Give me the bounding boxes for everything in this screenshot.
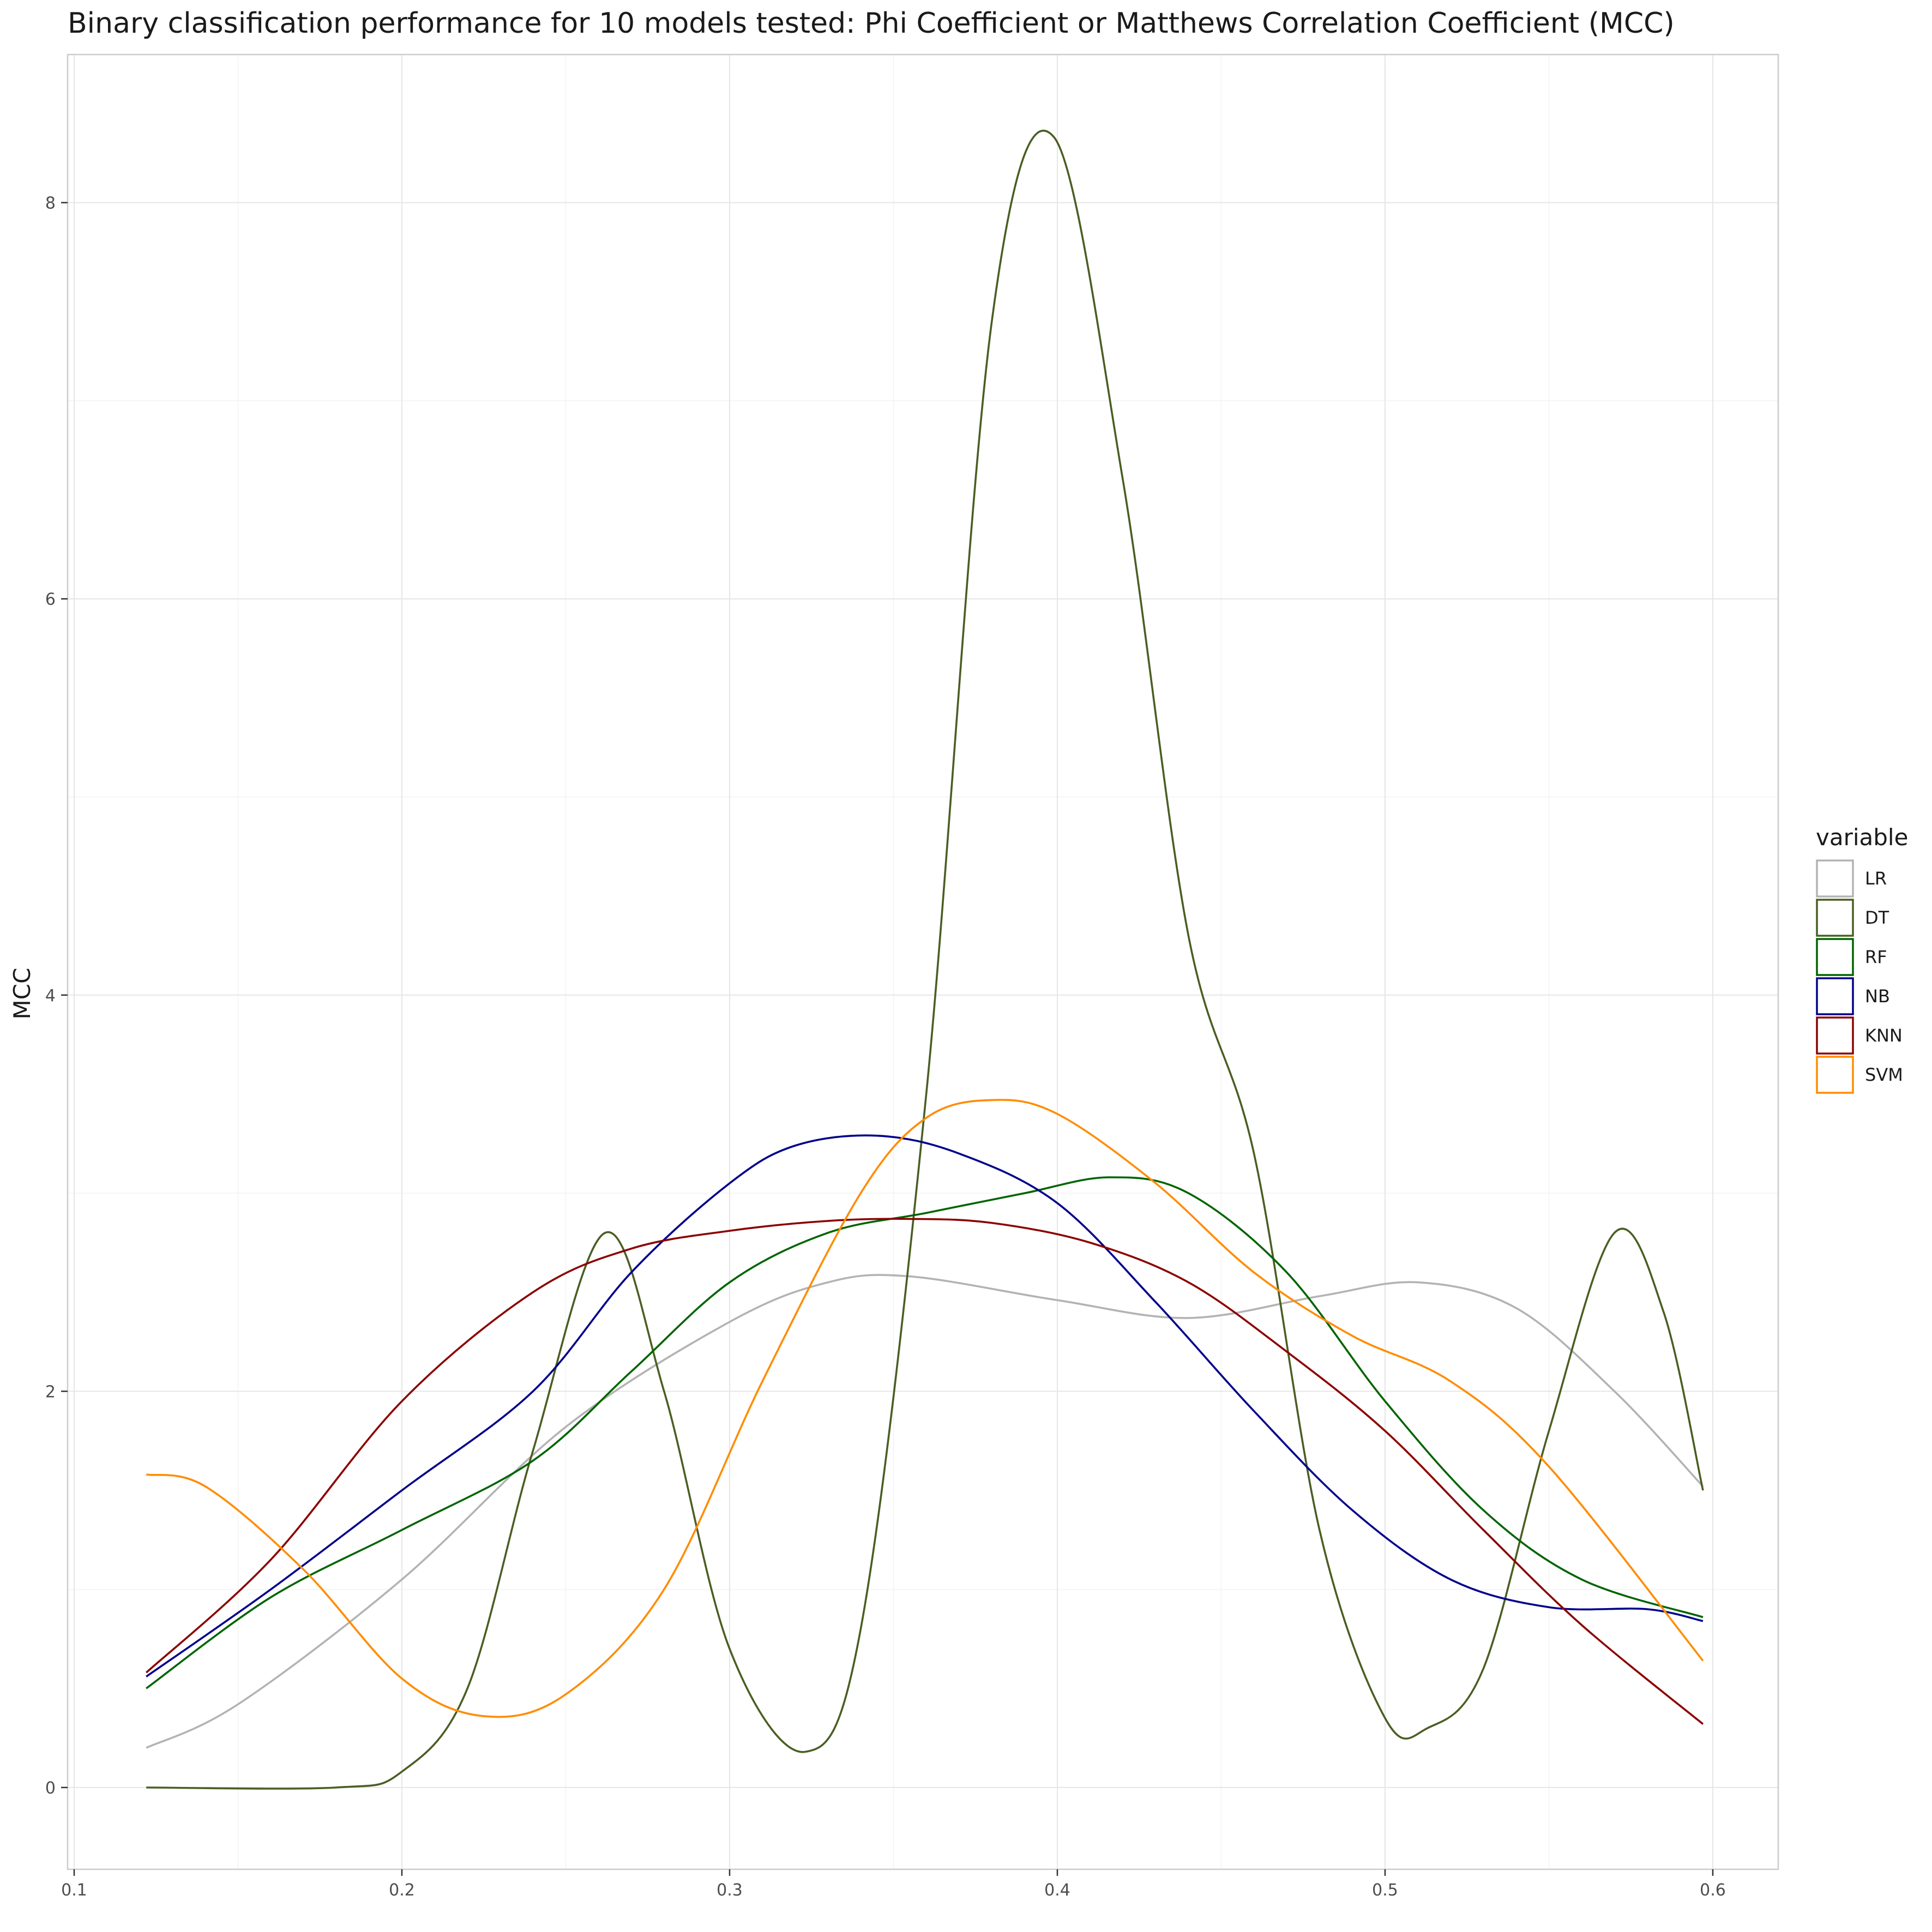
y-tick-label: 4 [45,986,56,1006]
series-line-nb [146,1134,1704,1678]
legend-title: variable [1816,824,1908,851]
x-tick-label: 0.5 [1372,1881,1398,1900]
legend-key-rf [1816,938,1854,976]
series-lines [145,129,1704,1790]
legend-label-svm: SVM [1865,1064,1903,1085]
legend-label-knn: KNN [1865,1025,1903,1046]
legend-key-dt [1816,899,1854,937]
y-axis-title: MCC [9,968,35,1020]
y-tick-label: 2 [45,1382,56,1401]
x-tick-label: 0.1 [61,1881,87,1900]
y-tick-label: 8 [45,194,56,213]
legend-key-knn [1816,1016,1854,1055]
x-tick-label: 0.6 [1700,1881,1726,1900]
legend-key-lr [1816,859,1854,898]
series-line-rf [146,1176,1704,1689]
legend: variable LR DT RF NB KNN SVM [1816,824,1908,1094]
x-tick-label: 0.4 [1044,1881,1070,1900]
y-tick-label: 0 [45,1779,56,1798]
axis-ticks: 0.1 0.2 0.3 0.4 0.5 0.6 0 2 4 6 8 [45,194,1726,1900]
legend-label-lr: LR [1865,868,1887,889]
legend-label-rf: RF [1865,947,1887,967]
series-line-dt [146,129,1704,1790]
legend-items: LR DT RF NB KNN SVM [1816,859,1903,1094]
legend-key-svm [1816,1056,1854,1094]
y-tick-label: 6 [45,590,56,609]
chart-title: Binary classification performance for 10… [68,7,1675,40]
series-line-knn [145,1218,1704,1725]
legend-label-nb: NB [1865,986,1890,1007]
legend-label-dt: DT [1865,907,1889,928]
series-line-lr [146,1274,1704,1749]
series-line-svm [146,1099,1704,1718]
x-tick-label: 0.2 [389,1881,415,1900]
grid-lines [68,55,1778,1869]
legend-key-nb [1816,977,1854,1015]
plot-frame [67,53,1779,1870]
x-tick-label: 0.3 [717,1881,743,1900]
